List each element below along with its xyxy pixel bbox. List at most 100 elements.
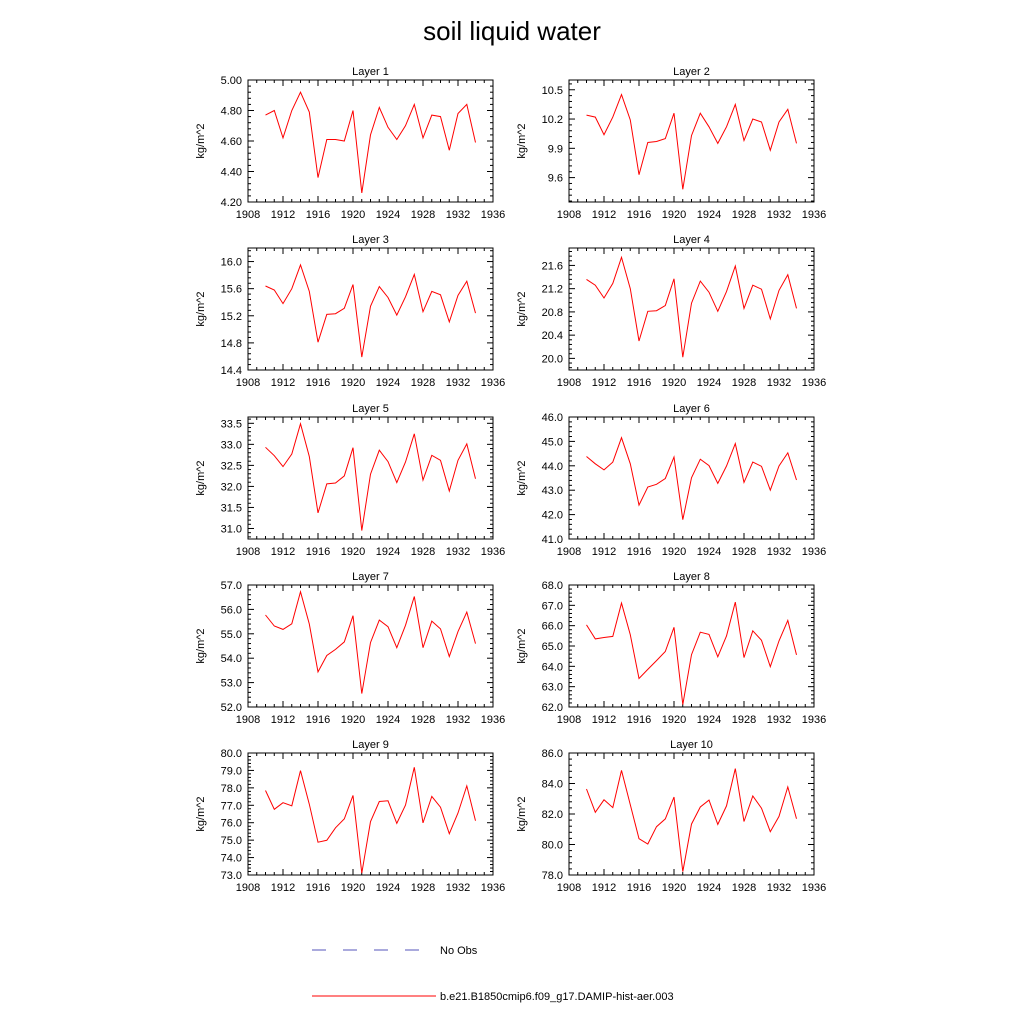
x-tick-label: 1924 [376,209,400,221]
x-tick-label: 1924 [697,882,721,894]
panel-layer-2: Layer 2 kg/m^2 1908 1912 1916 1920 1924 1928 193… [516,66,826,221]
x-tick-label: 1932 [446,882,470,894]
y-tick-label: 65.0 [542,641,563,653]
panel-layer-5: Layer 5 kg/m^2 1908 1912 1916 1920 1924 1928 193… [195,403,505,558]
x-tick-label: 1924 [697,546,721,558]
y-tick-label: 15.6 [221,284,242,296]
series-line-layer-10 [586,768,797,872]
panel-title-layer-4: Layer 4 [673,234,710,246]
plot-frame-layer-5 [247,416,494,540]
y-tick-label: 21.6 [542,260,563,272]
x-tick-label: 1936 [802,882,826,894]
y-tick-label: 54.0 [221,653,242,665]
series-line-layer-8 [586,601,797,705]
x-tick-label: 1920 [662,209,686,221]
x-tick-label: 1928 [411,377,435,389]
legend-label-model: b.e21.B1850cmip6.f09_g17.DAMIP-hist-aer.… [440,991,674,1003]
x-tick-label: 1924 [376,882,400,894]
y-tick-label: 56.0 [221,604,242,616]
x-tick-label: 1916 [627,209,651,221]
panel-layer-10: Layer 10 kg/m^2 1908 1912 1916 1920 1924 1928 19… [516,739,826,894]
x-tick-label: 1924 [697,209,721,221]
y-tick-label: 32.0 [221,481,242,493]
x-tick-label: 1936 [802,546,826,558]
y-tick-label: 86.0 [542,748,563,760]
y-axis-label-layer-3: kg/m^2 [195,291,207,326]
panel-layer-4: Layer 4 kg/m^2 1908 1912 1916 1920 1924 1928 193… [516,234,826,389]
y-tick-label: 43.0 [542,485,563,497]
y-tick-label: 14.4 [221,365,242,377]
x-tick-label: 1912 [592,714,616,726]
x-tick-label: 1908 [236,377,260,389]
x-tick-label: 1908 [236,209,260,221]
x-tick-label: 1924 [376,714,400,726]
x-tick-label: 1932 [767,714,791,726]
x-tick-label: 1912 [271,546,295,558]
y-tick-label: 4.40 [221,167,242,179]
panel-title-layer-1: Layer 1 [352,66,389,78]
panel-grid: Layer 1 kg/m^2 1908 1912 1916 1920 1924 1928 193… [195,66,826,894]
series-line-layer-1 [265,91,476,193]
x-tick-label: 1932 [767,882,791,894]
panel-title-layer-5: Layer 5 [352,403,389,415]
panel-layer-6: Layer 6 kg/m^2 1908 1912 1916 1920 1924 1928 193… [516,403,826,558]
panel-layer-1: Layer 1 kg/m^2 1908 1912 1916 1920 1924 1928 193… [195,66,505,221]
y-axis-label-layer-2: kg/m^2 [516,123,528,158]
y-tick-label: 80.0 [221,748,242,760]
y-tick-label: 68.0 [542,580,563,592]
y-tick-label: 55.0 [221,629,242,641]
x-tick-label: 1932 [446,714,470,726]
panel-layer-9: Layer 9 kg/m^2 1908 1912 1916 1920 1924 1928 193… [195,739,505,894]
x-tick-label: 1908 [557,377,581,389]
x-tick-label: 1936 [481,377,505,389]
x-tick-label: 1920 [662,377,686,389]
y-tick-label: 66.0 [542,621,563,633]
y-tick-label: 44.0 [542,461,563,473]
y-tick-label: 67.0 [542,600,563,612]
x-tick-label: 1936 [802,714,826,726]
y-axis-label-layer-1: kg/m^2 [195,123,207,158]
x-tick-label: 1936 [481,714,505,726]
series-line-layer-4 [586,255,797,358]
main-title: soil liquid water [423,16,601,46]
x-tick-label: 1920 [662,714,686,726]
y-tick-label: 16.0 [221,257,242,269]
x-tick-label: 1932 [767,546,791,558]
y-tick-label: 10.2 [542,114,563,126]
y-axis-label-layer-5: kg/m^2 [195,460,207,495]
legend: No Obs b.e21.B1850cmip6.f09_g17.DAMIP-hi… [312,945,674,1003]
plot-frame-layer-10 [568,752,815,876]
y-tick-label: 10.5 [542,85,563,97]
x-tick-label: 1924 [376,546,400,558]
x-tick-label: 1924 [697,377,721,389]
x-tick-label: 1932 [446,377,470,389]
y-tick-label: 4.60 [221,136,242,148]
plot-frame-layer-7 [247,584,494,708]
x-tick-label: 1932 [767,377,791,389]
y-tick-label: 14.8 [221,338,242,350]
x-tick-label: 1912 [271,209,295,221]
y-tick-label: 9.9 [548,143,563,155]
y-tick-label: 46.0 [542,412,563,424]
x-tick-label: 1936 [481,882,505,894]
x-tick-label: 1912 [271,714,295,726]
series-line-layer-2 [586,93,797,190]
x-tick-label: 1908 [236,882,260,894]
x-tick-label: 1916 [627,882,651,894]
y-axis-label-layer-6: kg/m^2 [516,460,528,495]
x-tick-label: 1916 [306,882,330,894]
x-tick-label: 1908 [557,882,581,894]
y-tick-label: 4.20 [221,197,242,209]
x-tick-label: 1936 [802,209,826,221]
y-tick-label: 76.0 [221,818,242,830]
x-tick-label: 1912 [592,882,616,894]
panel-title-layer-6: Layer 6 [673,403,710,415]
panel-title-layer-3: Layer 3 [352,234,389,246]
series-line-layer-9 [265,767,476,874]
y-tick-label: 5.00 [221,75,242,87]
y-tick-label: 9.6 [548,173,563,185]
x-tick-label: 1916 [627,546,651,558]
x-tick-label: 1920 [662,882,686,894]
y-tick-label: 33.0 [221,439,242,451]
plot-frame-layer-9 [247,752,494,876]
